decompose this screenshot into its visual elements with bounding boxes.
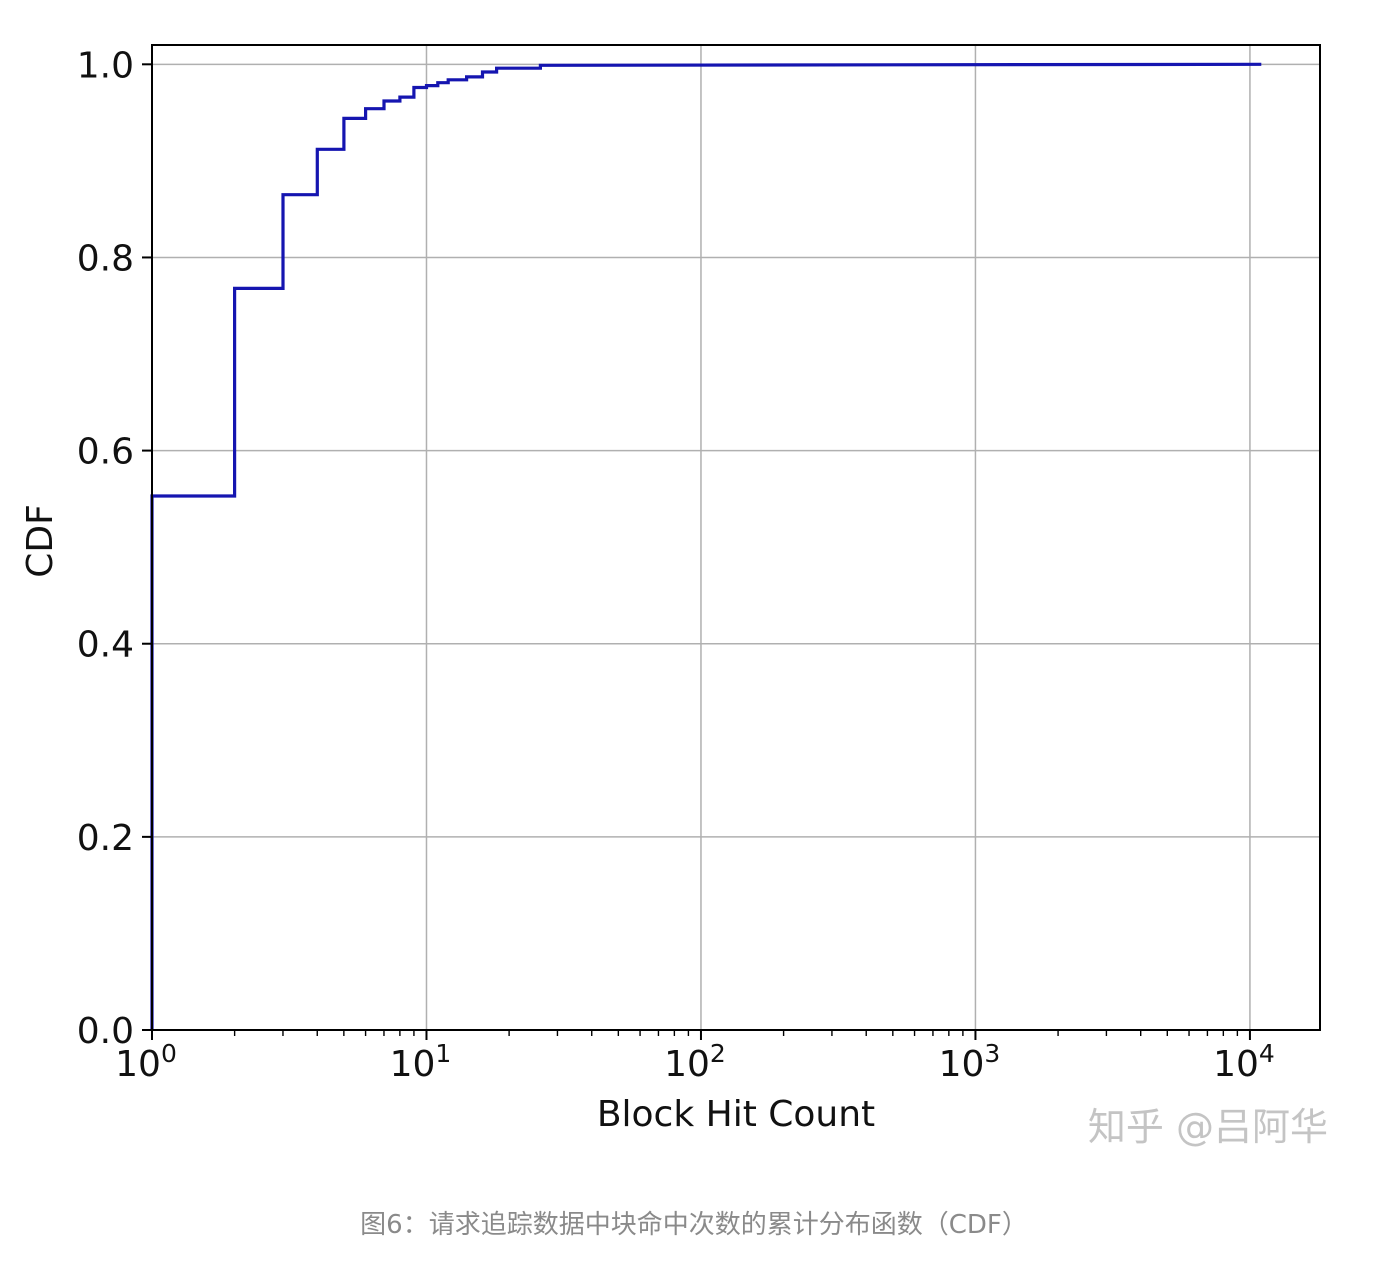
grid-lines	[151, 45, 1320, 1031]
y-tick-label: 0.6	[77, 432, 134, 473]
cdf-chart: 100 101 102 103 104 0.0 0.2 0.4 0.6 0.8 1.0 Block…	[20, 44, 1328, 1149]
axis-ticks	[142, 63, 1251, 1040]
x-tick-label: 100	[115, 1039, 177, 1085]
y-tick-label: 0.0	[77, 1011, 134, 1052]
figure-caption: 图6：请求追踪数据中块命中次数的累计分布函数（CDF）	[360, 1210, 1028, 1240]
y-tick-label: 1.0	[77, 45, 134, 86]
x-tick-label: 104	[1213, 1039, 1275, 1085]
x-axis-title: Block Hit Count	[597, 1094, 875, 1135]
y-axis-title: CDF	[20, 504, 61, 578]
cdf-step-line	[150, 62, 1262, 1030]
plot-frame	[151, 44, 1321, 1031]
x-tick-label: 102	[664, 1039, 726, 1085]
y-tick-label: 0.4	[77, 625, 134, 666]
y-tick-labels: 0.0 0.2 0.4 0.6 0.8 1.0	[77, 45, 134, 1052]
y-tick-label: 0.8	[77, 238, 134, 279]
y-tick-label: 0.2	[77, 818, 134, 859]
x-tick-labels: 100 101 102 103 104	[115, 1039, 1275, 1085]
x-tick-label: 101	[390, 1039, 452, 1085]
x-tick-label: 103	[939, 1039, 1001, 1085]
watermark-text: 知乎 @吕阿华	[1088, 1105, 1328, 1149]
